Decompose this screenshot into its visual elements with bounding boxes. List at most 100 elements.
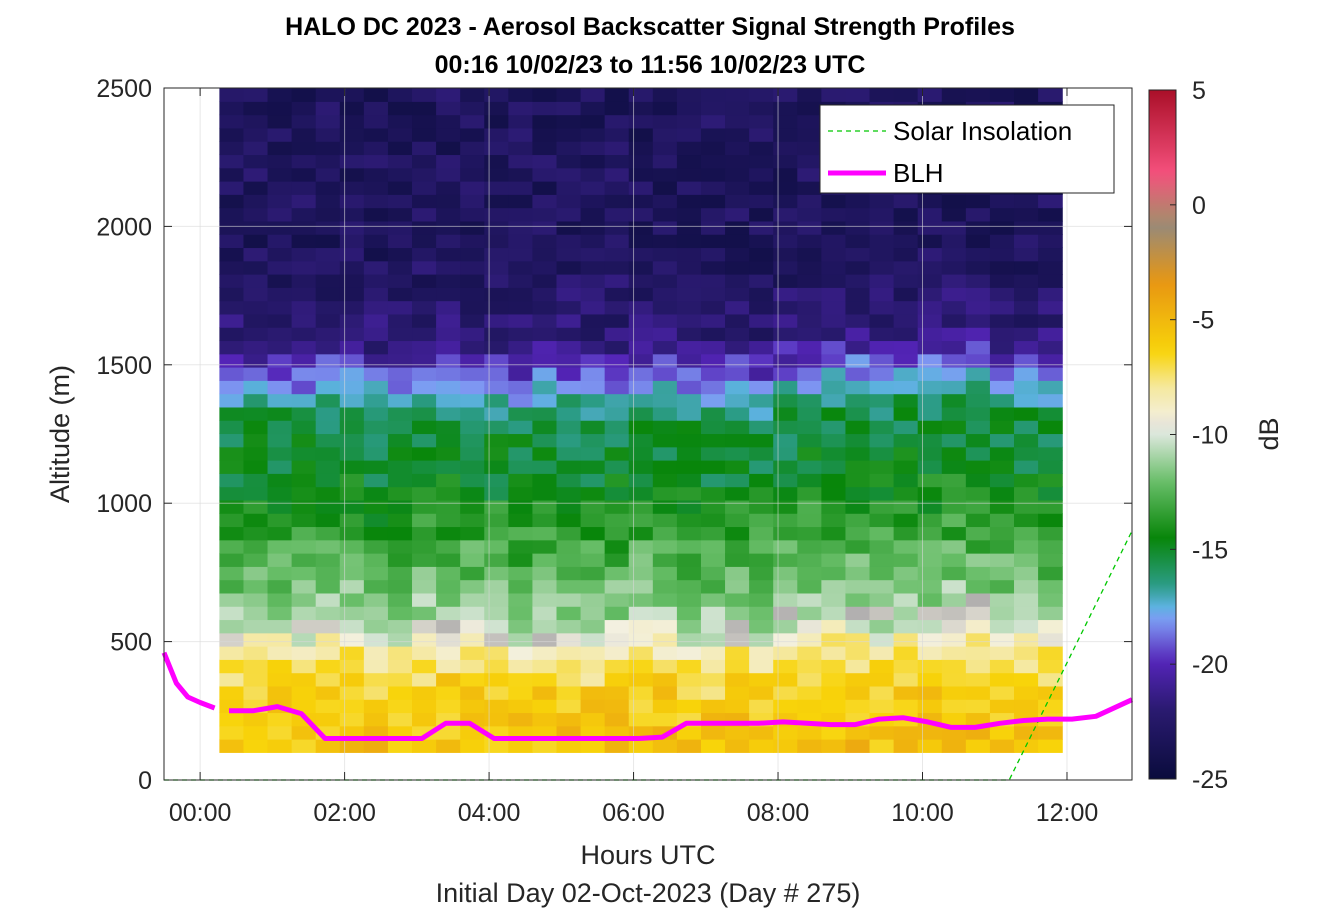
heatmap-cell [773,659,798,674]
heatmap-cell [315,274,341,288]
heatmap-cell [989,433,1015,448]
heatmap-cell [556,406,582,421]
colorbar-tick-label: -25 [1192,766,1228,794]
legend[interactable]: Solar Insolation BLH [819,104,1115,194]
heatmap-cell [821,406,847,421]
heatmap-cell [556,141,582,156]
heatmap-cell [989,327,1015,342]
heatmap-cell [339,739,365,753]
heatmap-cell [917,592,943,607]
heatmap-cell [532,154,558,169]
heatmap-cell [725,393,750,408]
heatmap-cell [219,340,245,355]
heatmap-cell [917,247,943,262]
heatmap-cell [484,526,509,541]
heatmap-cell [989,234,1015,249]
heatmap-cell [267,433,293,448]
heatmap-cell [797,685,822,700]
heatmap-cell [700,327,726,342]
heatmap-cell [628,486,654,501]
heatmap-cell [412,406,437,421]
heatmap-cell [243,619,269,634]
heatmap-cell [821,327,847,342]
heatmap-cell [243,327,269,342]
colorbar: 50-5-10-15-20-25 dB [1148,77,1284,794]
heatmap-cell [845,327,871,342]
heatmap-cell [941,380,967,395]
heatmap-cell [725,539,750,554]
heatmap-cell [725,194,750,209]
heatmap-cell [869,632,895,647]
heatmap-cell [652,247,678,262]
heatmap-cell [508,566,534,581]
x-tick-label: 06:00 [602,799,665,827]
heatmap-cell [941,592,967,607]
heatmap-cell [508,194,534,209]
heatmap-cell [725,513,750,528]
heatmap-cell [412,327,437,342]
heatmap-cell [291,393,317,408]
heatmap-cell [749,234,774,249]
heatmap-cell [869,220,895,235]
heatmap-cell [941,234,967,249]
heatmap-cell [1038,632,1063,647]
heatmap-cell [387,380,413,395]
heatmap-cell [604,194,630,209]
heatmap-cell [339,685,365,700]
heatmap-cell [965,553,991,567]
heatmap-cell [773,327,798,342]
colorbar-tick-label: -10 [1192,422,1228,450]
heatmap-cell [363,646,389,660]
heatmap-cell [652,539,678,554]
heatmap-cell [315,659,341,674]
heatmap-cell [412,207,437,222]
heatmap-cell [532,247,558,262]
heatmap-cell [412,513,437,528]
heatmap-cell [917,739,943,753]
heatmap-cell [676,194,702,209]
heatmap-cell [1038,234,1063,249]
heatmap-cell [291,553,317,567]
heatmap-cell [508,247,534,262]
heatmap-cell [1014,632,1039,647]
heatmap-cell [917,725,943,740]
heatmap-cell [725,672,750,687]
heatmap-cell [893,553,919,567]
heatmap-cell [267,646,293,660]
heatmap-cell [628,154,654,169]
heatmap-cell [267,672,293,687]
heatmap-cell [484,393,509,408]
heatmap-cell [797,420,822,435]
heatmap-cell [315,499,341,514]
heatmap-cell [460,632,485,647]
heatmap-cell [652,685,678,700]
heatmap-cell [387,340,413,355]
heatmap-cell [556,300,582,315]
heatmap-cell [797,646,822,660]
heatmap-cell [797,553,822,567]
heatmap-cell [291,340,317,355]
heatmap-cell [532,566,558,581]
heatmap-cell [219,672,245,687]
heatmap-cell [291,460,317,474]
heatmap-cell [243,712,269,727]
heatmap-cell [580,579,606,594]
heatmap-cell [604,260,630,275]
heatmap-cell [628,473,654,488]
heatmap-cell [773,274,798,288]
heatmap-cell [797,207,822,222]
heatmap-cell [1038,672,1063,687]
heatmap-cell [917,473,943,488]
heatmap-cell [676,632,702,647]
heatmap-cell [893,194,919,209]
heatmap-cell [941,579,967,594]
heatmap-cell [989,672,1015,687]
heatmap-cell [725,739,750,753]
heatmap-cell [243,499,269,514]
heatmap-cell [291,486,317,501]
heatmap-cell [267,327,293,342]
heatmap-cell [363,327,389,342]
heatmap-cell [532,659,558,674]
heatmap-cell [821,313,847,328]
heatmap-cell [219,406,245,421]
